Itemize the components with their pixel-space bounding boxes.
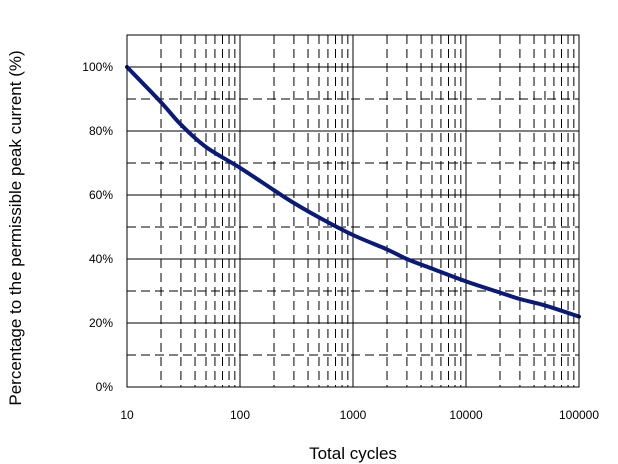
y-tick-label: 40%	[89, 252, 113, 266]
series-line	[125, 65, 581, 319]
x-tick-label: 100	[230, 408, 250, 422]
x-tick-label: 1000	[340, 408, 367, 422]
tick-labels: 10 100 1000 10000 100000 0% 20% 40% 60% 80% 100%	[82, 60, 599, 422]
y-tick-label: 80%	[89, 124, 113, 138]
y-axis-label: Percentage to the permissible peak curre…	[6, 50, 25, 405]
grid	[127, 35, 579, 387]
series-group	[125, 65, 581, 319]
x-axis-label: Total cycles	[309, 444, 397, 463]
y-tick-label: 20%	[89, 316, 113, 330]
x-tick-label: 10	[120, 408, 134, 422]
x-tick-label: 100000	[559, 408, 599, 422]
y-tick-label: 100%	[82, 60, 113, 74]
y-tick-label: 0%	[96, 380, 114, 394]
y-tick-label: 60%	[89, 188, 113, 202]
plot-border	[126, 34, 580, 388]
x-tick-label: 10000	[449, 408, 483, 422]
